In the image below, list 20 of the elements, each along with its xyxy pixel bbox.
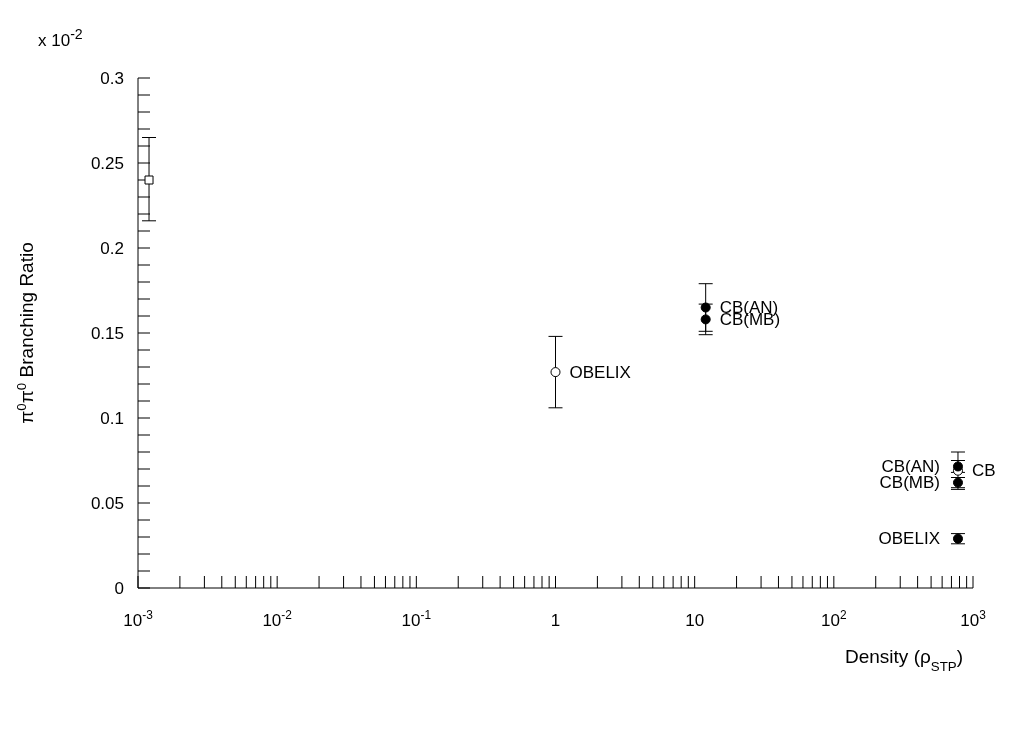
y-tick-label: 0.05 xyxy=(90,493,124,513)
y-tick-label: 0 xyxy=(114,578,124,598)
series-label: CB xyxy=(971,461,996,481)
y-tick-label: 0.2 xyxy=(100,238,124,258)
series-label: OBELIX xyxy=(878,529,940,549)
x-axis-title: Density (ρ$_{STP}$) xyxy=(845,646,963,674)
x-tick-label: 10 xyxy=(685,611,705,630)
x-tick-label: 10$^{-2}$ xyxy=(262,608,293,630)
y-tick-label: 0.3 xyxy=(100,68,124,88)
series-label: OBELIX xyxy=(569,362,631,382)
x-tick-label: 10$^{3}$ xyxy=(960,608,987,630)
x-tick-label: 10$^{-3}$ xyxy=(123,608,154,630)
x-tick-label: 1 xyxy=(550,611,561,630)
y-tick-label: 0.1 xyxy=(100,408,124,428)
text: CB(AN) xyxy=(881,456,940,476)
y-tick-label: 0.25 xyxy=(90,153,124,173)
x-tick-label: 10$^{-1}$ xyxy=(401,608,432,630)
x-tick-label: 10$^{2}$ xyxy=(821,608,847,630)
text: x 10$^{-2}$ xyxy=(38,25,83,51)
y-tick-label: 0.15 xyxy=(90,323,124,343)
